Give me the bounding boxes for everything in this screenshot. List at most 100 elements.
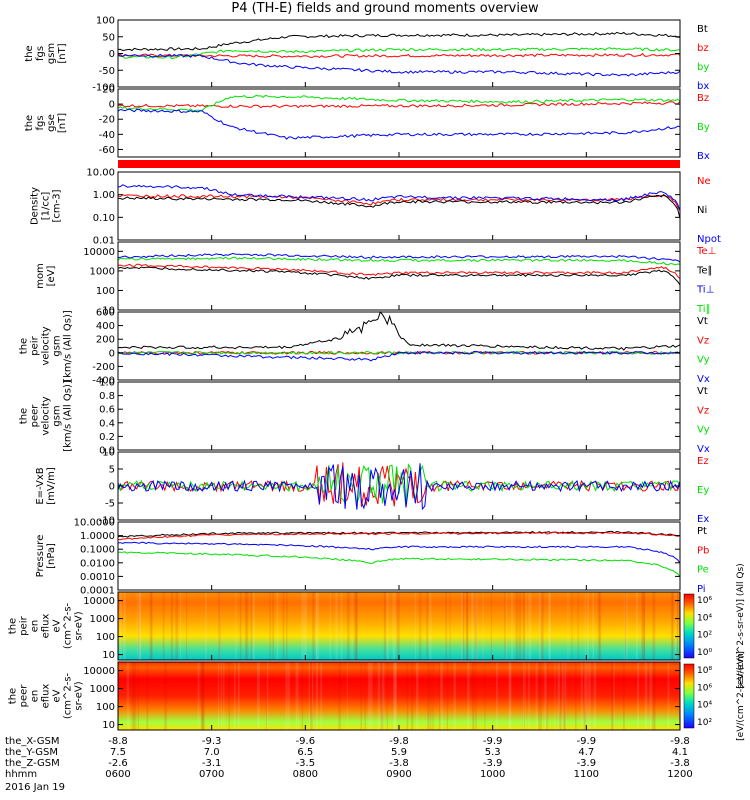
series-line-efield-1 [117,463,681,508]
legend-efield-0: Ez [697,456,709,467]
spectrogram-streak [611,662,613,730]
panel-pressure: Pt Pb Pe Pi 10.0000 1.0000 0.1000 0.0100 0.0010 0… [35,518,709,597]
colorbar-label: [eV/(cm^2-s-sr-eV)] (All Qs) [736,563,746,688]
y-axis-label: gsm [46,43,57,64]
spectrogram-streak [202,662,205,730]
legend-temperature-2: Ti⊥ [696,285,714,296]
panel-frame [117,451,681,521]
spectrogram-streak [641,592,643,660]
spectrogram-streak [472,662,475,730]
date-label: 2016 Jan 19 [5,782,65,793]
legend-density-0: Ne [697,176,711,187]
spectrogram-streak [612,662,614,730]
spectrogram-streak [445,592,447,660]
spectrogram-streak [201,662,204,730]
spectrogram-streak [276,592,279,660]
colorbar-tick: 10⁸ [697,666,712,676]
y-axis-label: fgs [35,46,46,61]
legend-density-1: Ni [697,205,707,216]
spectrogram-streak [548,592,551,660]
y-tick-label: 0 [109,100,115,111]
y-axis-label: the [8,618,19,634]
spectrogram-streak [597,592,601,660]
spectrogram-streak [671,592,674,660]
spectrogram-streak [439,662,443,730]
y-tick-label: 100 [96,286,115,297]
panel-efield: Ez Ey Ex 10 5 0 -5 -10 E=-VxB [mV/m] [35,448,709,527]
legend-peer_velocity-1: Vz [697,405,709,416]
legend-peer_velocity-0: Vt [697,386,708,397]
footer-value-y: 7.0 [204,747,220,758]
spectrogram-streak [414,592,417,660]
legend-efield-2: Ex [697,514,709,525]
y-tick-label: 100 [96,16,115,27]
spectrogram-streak [528,592,532,660]
y-axis-label: Density [30,187,41,225]
spectrogram-streak [522,592,526,660]
footer-value-x: -9.9 [577,736,597,747]
spectrogram-streak [315,592,318,660]
footer-row-label: hhmm [5,769,37,780]
legend-fgs_gse-0: Bz [697,93,709,104]
y-axis-label: the [24,45,35,61]
spectrogram-streak [599,592,602,660]
legend-density-2: Npot [697,234,721,245]
spectrogram-streak [386,592,389,660]
series-line-temperature-1 [117,266,681,286]
y-axis-label: eV [52,619,63,632]
spectrogram-streak [642,592,646,660]
spectrogram-streak [364,662,366,730]
spectrogram-streak [311,662,314,730]
spectrogram-streak [462,592,465,660]
spectrogram-streak [515,592,518,660]
spectrogram-streak [622,662,625,730]
legend-pressure-0: Pt [697,526,707,537]
panel-peer_velocity: Vt Vz Vy Vx 1.0 0.8 0.6 0.4 0.2 0.0 the peer velocit… [19,378,710,457]
footer-value-x: -9.9 [483,736,503,747]
y-tick-label: 0.1000 [80,545,115,556]
footer-value-t: 0900 [386,769,411,780]
y-tick-label: 10.0000 [74,518,115,529]
y-tick-label: 0.01 [93,236,115,247]
panel-density: Ne Ni Npot 10.00 1.00 0.10 0.01 Density [1/cc] [c… [30,168,721,247]
footer-value-y: 7.5 [110,747,126,758]
spectrogram-streak [580,662,583,730]
y-axis-label: gsm [52,335,63,356]
series-line-pressure-2 [117,551,681,578]
spectrogram-streak [119,592,122,660]
footer-value-z: -3.9 [577,758,597,769]
y-tick-label: -20 [99,115,115,126]
y-tick-label: 10 [102,720,115,731]
spectrogram-streak [583,662,586,730]
spectrogram-streak [504,592,507,660]
spectrogram-streak [554,662,556,730]
y-tick-label: 0.8 [99,391,115,402]
spectrogram-streak [538,662,541,730]
spectrogram-streak [643,592,646,660]
spectrogram-streak [381,662,385,730]
legend-peir_velocity-3: Vx [697,374,710,385]
series-line-fgs_gsm-0 [117,31,681,52]
spectrogram-streak [475,662,477,730]
footer-value-z: -2.6 [108,758,128,769]
y-tick-label: -400 [92,376,115,387]
spectrogram-streak [471,592,474,660]
spectrogram-streak [220,662,222,730]
colorbar-tick: 10⁶ [697,596,712,606]
y-tick-label: 0.0010 [80,572,115,583]
footer-value-t: 1100 [574,769,599,780]
spectrogram-streak [310,662,314,730]
spectrogram-streak [559,662,562,730]
spectrogram-streak [354,592,357,660]
series-line-temperature-2 [117,252,681,263]
spectrogram-peer_eflux [118,662,680,730]
spectrogram-streak [217,662,220,730]
spectrogram-streak [446,662,449,730]
colorbar-tick: 10⁴ [697,701,712,711]
footer-value-z: -3.1 [202,758,222,769]
colorbar-tick: 10⁶ [697,683,712,693]
series-line-temperature-0 [117,263,681,279]
spectrogram-streak [205,592,207,660]
footer-value-z: -3.9 [483,758,503,769]
spectrogram-streak [453,662,456,730]
